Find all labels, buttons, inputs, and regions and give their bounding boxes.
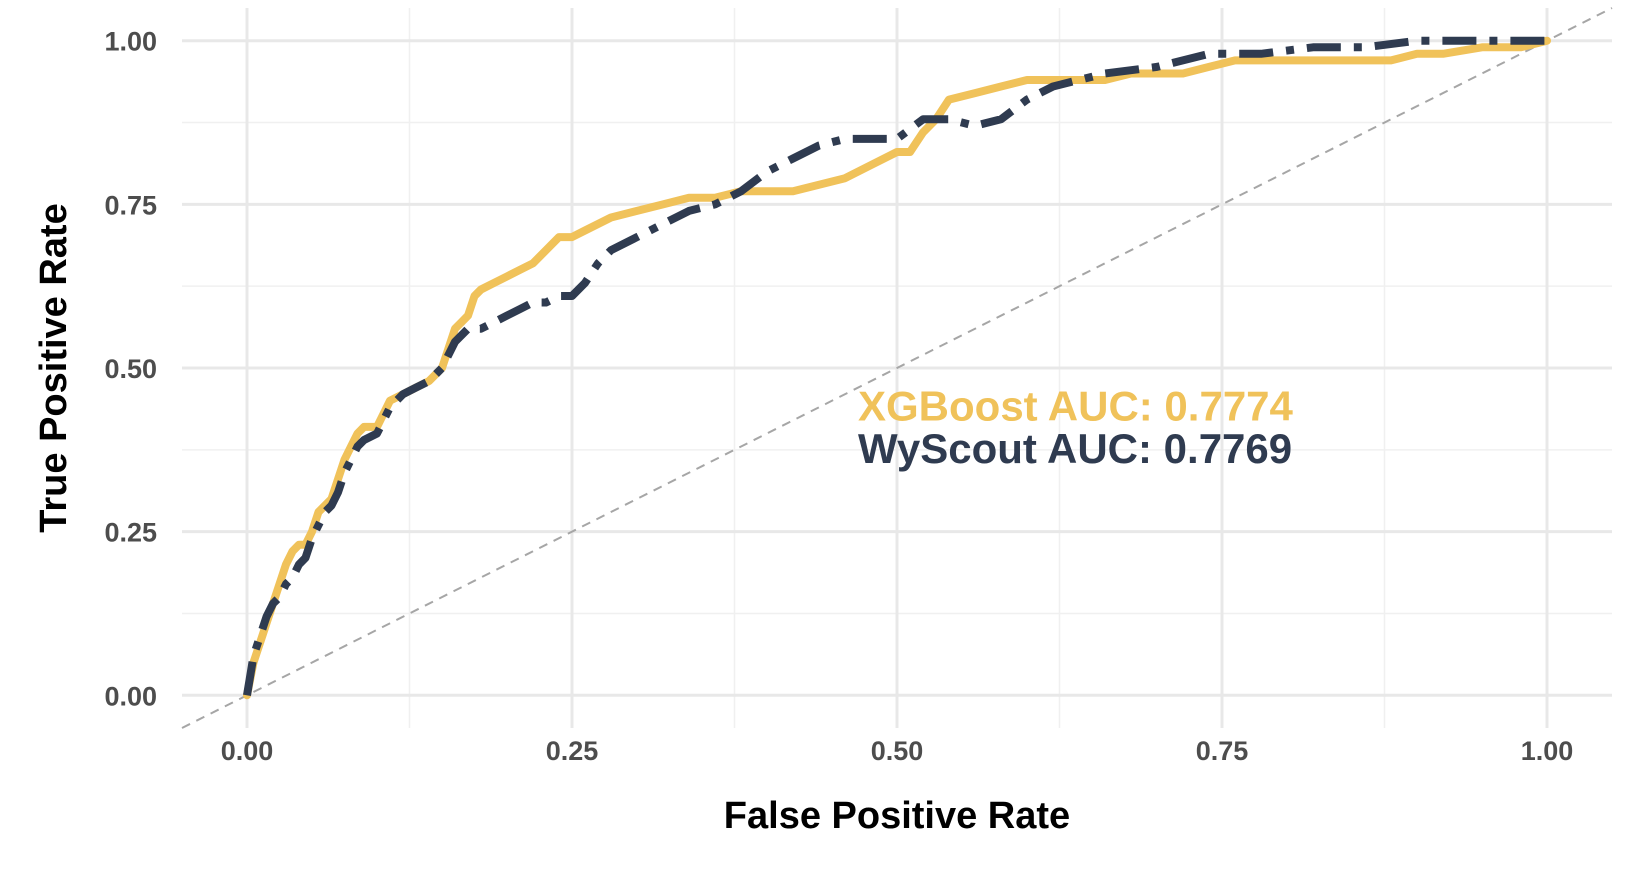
y-tick-label-0: 0.00 <box>104 681 157 711</box>
y-axis-title: True Positive Rate <box>33 203 75 532</box>
annotation-1: WyScout AUC: 0.7769 <box>858 425 1292 472</box>
x-tick-label-0: 0.00 <box>221 736 274 766</box>
y-tick-label-2: 0.50 <box>104 354 157 384</box>
y-tick-label-3: 0.75 <box>104 190 157 220</box>
series-line-wyscout <box>243 36 1547 696</box>
x-tick-label-2: 0.50 <box>871 736 924 766</box>
series-layer <box>243 36 1551 700</box>
x-tick-label-3: 0.75 <box>1196 736 1249 766</box>
annotation-0: XGBoost AUC: 0.7774 <box>858 382 1294 429</box>
y-tick-label-1: 0.25 <box>104 518 157 548</box>
x-axis-title: False Positive Rate <box>724 795 1070 837</box>
reference-diagonal-line <box>181 7 1613 729</box>
y-tick-label-4: 1.00 <box>104 27 157 57</box>
x-tick-label-4: 1.00 <box>1521 736 1574 766</box>
x-tick-label-1: 0.25 <box>546 736 599 766</box>
x-axis-ticks: 0.00 0.25 0.50 0.75 1.00 <box>221 736 1574 766</box>
y-axis-ticks: 0.00 0.25 0.50 0.75 1.00 <box>104 27 157 712</box>
